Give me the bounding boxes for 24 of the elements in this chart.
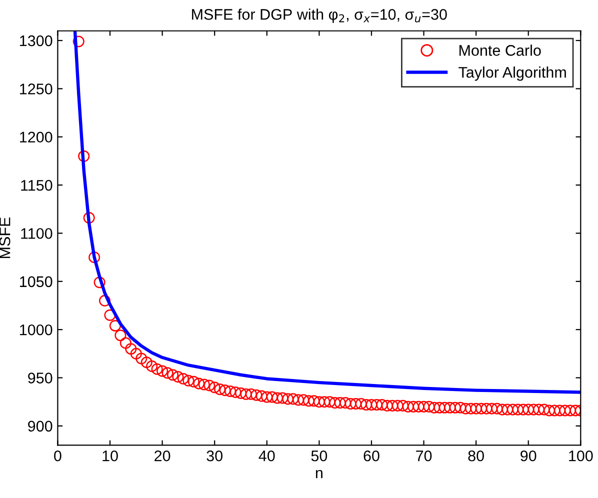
x-tick-label: 90 (520, 450, 536, 462)
x-tick-label: 50 (311, 450, 328, 462)
x-tick-label: 10 (102, 450, 118, 462)
x-tick-label: 80 (468, 450, 484, 462)
x-tick-label: 70 (416, 450, 432, 462)
y-tick-label: 1100 (21, 228, 52, 239)
x-axis-title: n (316, 470, 322, 478)
y-tick-label: 1150 (21, 180, 52, 191)
y-tick-label: 1000 (20, 324, 52, 336)
legend-label: Monte Carlo (459, 44, 541, 56)
y-tick-label: 950 (28, 372, 52, 384)
x-tick-label: 20 (154, 450, 170, 462)
x-tick-label: 100 (569, 450, 593, 462)
y-tick-label: 900 (28, 420, 52, 432)
y-tick-label: 1250 (20, 84, 52, 94)
y-tick-label: 1300 (20, 35, 52, 46)
chart-title: MSFE for DGP with φ$_{2}$, σ$_{x}$=10, σ$_{u}$=30 (192, 8, 447, 23)
y-tick-label: 1200 (20, 132, 52, 143)
legend-label: Taylor Algorithm (458, 66, 566, 81)
x-tick-label: 60 (364, 450, 380, 462)
x-tick-label: 0 (54, 450, 62, 462)
y-tick-label: 1050 (20, 276, 52, 288)
x-tick-label: 30 (206, 450, 222, 462)
x-tick-label: 40 (258, 450, 275, 462)
